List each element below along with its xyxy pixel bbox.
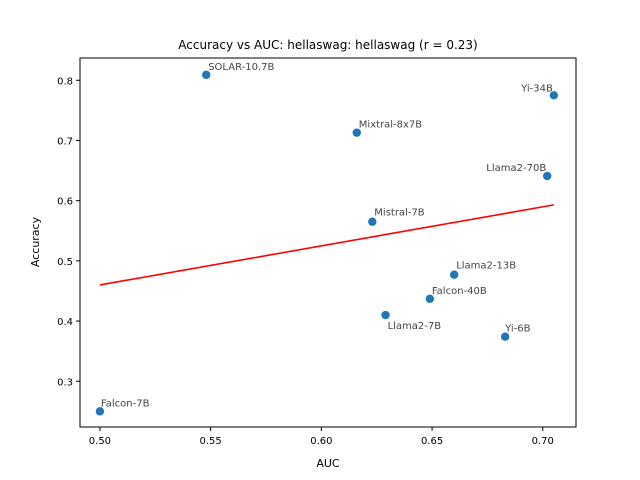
plot-area-frame [79,57,577,428]
x-tick-label: 0.60 [310,436,332,447]
point-label: Falcon-7B [101,398,150,409]
y-tick-label: 0.4 [57,317,73,328]
point-labels: SOLAR-10.7B Yi-34B Mixtral-8x7B Llama2-70B M… [101,62,553,409]
data-point [368,217,377,226]
point-label: Yi-6B [504,324,531,335]
data-point [549,91,559,100]
data-point [425,294,435,303]
data-point [352,128,361,137]
trendline [99,204,554,286]
y-tick-label: 0.6 [57,197,73,208]
data-point [543,171,552,181]
y-tick-label: 0.8 [57,76,73,87]
data-point [450,270,459,279]
chart-title: Accuracy vs AUC: hellaswag: hellaswag (r… [178,38,477,52]
x-tick-label: 0.70 [532,436,554,447]
x-tick-label: 0.55 [200,436,222,447]
trendline-group [99,204,554,286]
data-point [381,310,390,320]
data-points [95,70,559,416]
point-label: Mixtral-8x7B [359,120,423,131]
point-label: Mistral-7B [374,208,425,219]
x-tick-label: 0.65 [421,436,443,447]
data-point [500,332,510,341]
point-label: Falcon-40B [432,286,487,297]
point-label: Llama2-7B [388,321,442,332]
axis-ticks: 0.50 0.55 0.60 0.65 0.70 0.3 0.4 0.5 0.6 0.7 0.8 [57,76,554,447]
x-tick-label: 0.50 [89,436,111,447]
data-point [95,407,105,416]
y-tick-label: 0.3 [57,377,73,388]
point-label: SOLAR-10.7B [208,62,274,73]
point-label: Llama2-70B [486,163,546,174]
y-tick-label: 0.5 [57,257,73,268]
x-axis-label: AUC [316,457,340,470]
y-tick-label: 0.7 [57,136,73,147]
point-label: Llama2-13B [456,261,516,272]
data-point [202,70,211,80]
y-axis-label: Accuracy [29,216,42,267]
point-label: Yi-34B [520,83,553,94]
